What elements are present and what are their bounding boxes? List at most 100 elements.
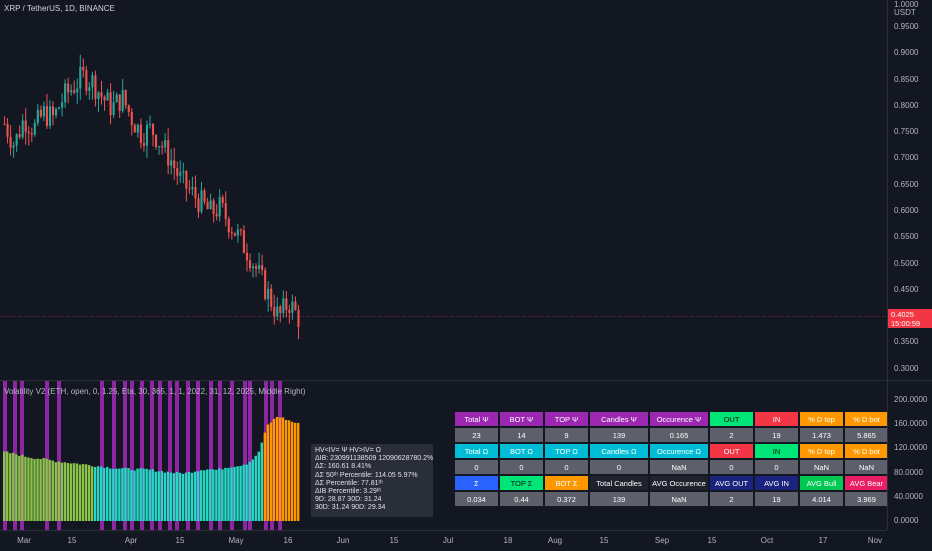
osc-axis-label: 160.0000 [894,419,928,428]
volatility-indicator-pane[interactable]: Volatility V2 (ETH, open, 0, 1.25, Eta, … [0,381,887,530]
volatility-column [30,458,33,521]
stats-cell: NaN [800,460,843,474]
candle-body [91,75,94,88]
time-axis[interactable]: Mar 15 Apr 15 May 16 Jun 15 Jul 18 Aug 1… [0,530,887,551]
price-axis-label: 0.7500 [894,127,919,136]
candle-body [15,134,18,146]
volatility-column [209,469,212,521]
volatility-column [245,464,248,521]
volatility-column [109,468,112,521]
time-axis-label: Jul [442,536,454,545]
price-axis-label: 0.9000 [894,48,919,57]
time-axis-label: 17 [818,536,828,545]
stats-cell: 0 [755,460,798,474]
candle-body [39,109,42,117]
time-axis-label: 16 [283,536,293,545]
stats-cell: 0 [710,460,753,474]
price-axis-label: 0.3500 [894,337,919,346]
candle-body [76,88,79,93]
candle-body [242,230,245,253]
volatility-column [96,466,100,521]
stats-cell: OUT [710,412,753,426]
time-axis-label: Jun [336,536,350,545]
signal-bar [150,381,154,530]
candle-body [221,197,224,204]
price-chart-pane[interactable]: XRP / TetherUS, 1D, BINANCE [0,0,887,380]
time-axis-label: 15 [389,536,399,545]
price-axis-label: 0.6500 [894,180,919,189]
volatility-column [215,469,218,521]
volatility-column [266,424,270,521]
candle-body [88,87,91,91]
time-axis-label: 15 [67,536,77,545]
candle-body [227,218,230,233]
currency-label: USDT [894,8,916,17]
signal-bar [243,381,247,530]
volatility-column [45,458,48,521]
stats-cell: TOP Ω [545,444,588,458]
candle-body [118,94,121,111]
candle-body [218,197,221,217]
candle-body [3,123,6,125]
candle-body [64,83,67,103]
volatility-column [33,459,36,521]
volatility-column [103,468,106,521]
volatility-column [3,451,6,521]
stats-cell: Occurence Ω [650,444,708,458]
candle-body [97,92,100,99]
candle-body [288,309,291,313]
info-line: ΔΣ 50ᵗʰ Percentile: 114.05 5.97% [315,471,418,479]
stats-cell: 19 [755,492,798,506]
pane-separator[interactable] [0,380,932,381]
candle-body [30,133,33,135]
osc-axis-label: 120.0000 [894,443,928,452]
volatility-column [184,472,188,521]
candle-body [109,92,112,116]
candle-body [251,266,255,269]
stats-cell: 4.014 [800,492,843,506]
signal-bar [100,381,104,530]
volatility-column [21,454,24,521]
candle-body [82,66,85,71]
stats-cell: % D top [800,412,843,426]
candle-body [173,160,176,169]
candle-body [136,124,139,133]
price-axis-label: 0.3000 [894,364,919,373]
candle-body [124,89,127,106]
volatility-column [151,469,154,521]
stats-row: 23 14 9 139 0.165 2 19 1.473 5.865 [455,428,888,442]
volatility-column [12,452,15,521]
candle-body [24,120,27,132]
price-axis[interactable]: 1.0000 USDT 0.9500 0.9000 0.8500 0.8000 … [887,0,932,530]
signal-bar [196,381,200,530]
info-line: ΔΣ: 160.61 8.41% [315,463,372,471]
stats-cell: IN [755,412,798,426]
signal-bar [112,381,116,530]
volatility-column [172,473,176,521]
bar-countdown: 15:00:59 [891,319,921,328]
signal-bar [57,381,61,530]
volatility-column [142,468,145,521]
stats-cell: Total Ψ [455,412,498,426]
stats-cell: 0.372 [545,492,588,506]
volatility-column [227,467,230,521]
volatility-column [127,468,130,521]
candle-body [261,265,264,270]
time-axis-label: May [228,536,244,545]
stats-cell: Σ [455,476,498,490]
volatility-column [115,468,118,521]
candle-body [182,171,185,173]
symbol-label[interactable]: XRP / TetherUS, 1D, BINANCE [4,4,115,13]
volatility-column [257,451,260,521]
candle-body [121,89,124,111]
stats-cell: 9 [545,428,588,442]
candle-body [230,232,233,234]
indicator-title[interactable]: Volatility V2 (ETH, open, 0, 1.25, Eta, … [4,387,306,396]
stats-row: Total Ω BOT Ω TOP Ω Candles Ω Occurence Ω OUT… [455,444,888,458]
time-axis-label: Aug [547,536,563,545]
volatility-stats-table: Total Ψ BOT Ψ TOP Ψ Candles Ψ Occurence Ψ OUT… [453,410,890,508]
volatility-column [196,471,200,521]
candle-body [127,105,130,112]
volatility-column [251,459,254,521]
stats-cell: 14 [500,428,543,442]
